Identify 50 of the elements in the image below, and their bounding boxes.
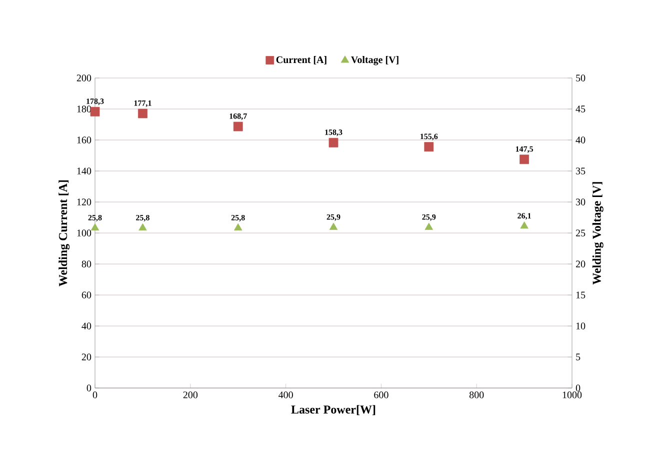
x-tick-label: 200	[183, 392, 198, 398]
data-label: 26,1	[518, 213, 531, 220]
y2-tick-label: 25	[576, 230, 586, 236]
x-tick-label: 400	[278, 392, 293, 398]
x-tick-label: 800	[469, 392, 484, 398]
data-label: 25,8	[88, 214, 102, 222]
point	[90, 106, 100, 116]
y2-tick-label: 10	[576, 322, 586, 330]
y-tick-label: 100	[77, 230, 92, 236]
y-tick-label: 0	[86, 384, 92, 392]
data-label: 168,7	[230, 113, 247, 120]
legend-label: Current [A]	[276, 56, 326, 64]
data-label: 25,8	[136, 214, 150, 222]
y-tick-label: 80	[82, 260, 92, 268]
x-tick-label: 0	[92, 392, 98, 398]
x-tick-label: 1000	[562, 392, 582, 398]
y2-tick-label: 20	[576, 260, 586, 268]
y2-axis-title: Welding Voltage [V]	[592, 182, 604, 285]
y-tick-label: 140	[77, 168, 92, 174]
legend-label: Voltage [V]	[350, 56, 398, 66]
y-tick-label: 200	[76, 74, 92, 82]
x-axis-title: Laser Power[W]	[291, 405, 376, 416]
data-label: 25,9	[422, 214, 436, 221]
y-tick-label: 60	[82, 292, 92, 298]
data-label: 158,3	[325, 130, 342, 136]
data-label: 178,3	[86, 98, 104, 106]
y-tick-label: 120	[77, 198, 92, 206]
y-tick-label: 20	[82, 354, 92, 360]
data-label: 25,8	[231, 214, 245, 222]
y-tick-label: 160	[77, 136, 92, 144]
point	[424, 142, 434, 152]
y2-tick-label: 50	[576, 74, 586, 82]
x-tick-label: 600	[374, 392, 388, 398]
y2-tick-label: 35	[576, 168, 586, 174]
data-label: 177,1	[134, 100, 152, 107]
data-label: 25,9	[326, 214, 340, 221]
y2-tick-label: 15	[576, 292, 586, 298]
y2-tick-label: 40	[576, 136, 586, 144]
point	[520, 154, 530, 164]
data-label: 147,5	[516, 146, 534, 153]
y-tick-label: 40	[82, 322, 92, 330]
y-axis-title: Welding Current [A]	[58, 180, 70, 286]
point	[328, 138, 338, 148]
data-label: 155,6	[420, 134, 438, 140]
point	[138, 108, 148, 118]
y2-tick-label: 45	[576, 106, 586, 112]
y2-tick-label: 30	[576, 198, 586, 206]
point	[233, 122, 243, 132]
y2-tick-label: 5	[576, 354, 580, 360]
y2-tick-label: 0	[576, 384, 580, 392]
